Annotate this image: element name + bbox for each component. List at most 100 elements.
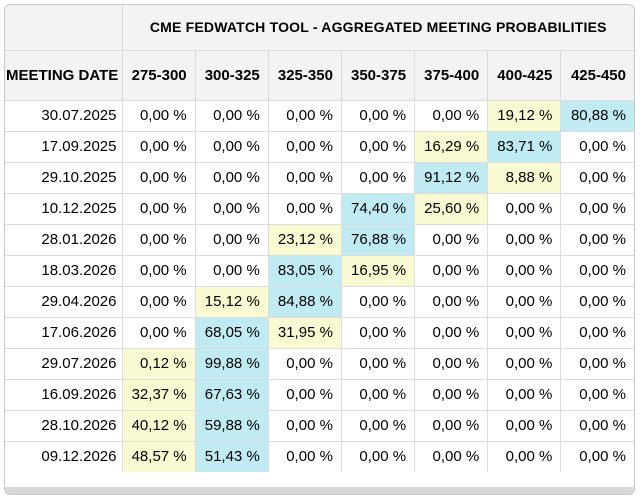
probability-cell: 51,43 %: [194, 440, 269, 473]
probability-cell: 0,00 %: [560, 316, 634, 349]
probability-cell: 0,00 %: [194, 254, 269, 287]
rate-range-column-header: 375-400: [414, 49, 489, 101]
probability-cell: 0,00 %: [267, 409, 342, 442]
table-row: 17.09.2025 0,00 % 0,00 % 0,00 % 0,00 % 16,29 …: [5, 130, 634, 163]
probability-cell: 32,37 %: [121, 378, 196, 411]
probability-cell: 0,00 %: [121, 316, 196, 349]
probability-cell: 0,00 %: [560, 378, 634, 411]
probability-cell: 0,00 %: [340, 130, 416, 163]
horizontal-scrollbar[interactable]: [5, 487, 634, 494]
probability-cell: 0,00 %: [414, 254, 489, 287]
probability-cell: 0,00 %: [340, 347, 416, 380]
table-row: 09.12.2026 48,57 % 51,43 % 0,00 % 0,00 % 0,00…: [5, 440, 634, 473]
probability-cell: 99,88 %: [194, 347, 269, 380]
probability-cell: 67,63 %: [194, 378, 269, 411]
probability-cell: 0,00 %: [194, 161, 269, 194]
probability-cell: 0,00 %: [414, 378, 489, 411]
probability-cell: 0,00 %: [267, 378, 342, 411]
rate-range-column-header: 275-300: [121, 49, 196, 101]
probability-cell: 0,00 %: [560, 254, 634, 287]
probability-cell: 48,57 %: [121, 440, 196, 473]
probability-cell: 0,00 %: [560, 440, 634, 473]
probability-cell: 0,00 %: [487, 316, 562, 349]
probability-cell: 80,88 %: [560, 99, 634, 132]
table-row: 28.01.2026 0,00 % 0,00 % 23,12 % 76,88 % 0,00…: [5, 223, 634, 256]
probability-cell: 0,00 %: [560, 161, 634, 194]
probability-cell: 0,00 %: [267, 440, 342, 473]
probability-cell: 0,00 %: [487, 347, 562, 380]
meeting-date-cell: 28.10.2026: [5, 409, 123, 442]
probability-cell: 0,00 %: [414, 347, 489, 380]
table-row: 28.10.2026 40,12 % 59,88 % 0,00 % 0,00 % 0,00…: [5, 409, 634, 442]
probability-cell: 15,12 %: [194, 285, 269, 318]
probability-cell: 74,40 %: [340, 192, 416, 225]
probability-cell: 83,71 %: [487, 130, 562, 163]
probability-cell: 0,00 %: [340, 99, 416, 132]
probability-cell: 0,00 %: [560, 347, 634, 380]
probability-cell: 0,00 %: [560, 192, 634, 225]
table-row: 29.10.2025 0,00 % 0,00 % 0,00 % 0,00 % 91,12 …: [5, 161, 634, 194]
meeting-date-cell: 29.10.2025: [5, 161, 123, 194]
rate-range-column-header: 300-325: [194, 49, 269, 101]
probability-cell: 0,00 %: [340, 285, 416, 318]
meeting-date-cell: 09.12.2026: [5, 440, 123, 473]
probability-cell: 0,00 %: [194, 99, 269, 132]
probability-cell: 0,00 %: [121, 254, 196, 287]
table-title: CME FEDWATCH TOOL - AGGREGATED MEETING P…: [121, 5, 634, 51]
probability-cell: 0,00 %: [487, 409, 562, 442]
probability-cell: 0,00 %: [121, 161, 196, 194]
probability-cell: 0,00 %: [414, 409, 489, 442]
meeting-date-column-header: MEETING DATE: [5, 49, 123, 101]
rate-range-column-header: 350-375: [340, 49, 416, 101]
corner-cell: [5, 5, 123, 51]
probability-cell: 76,88 %: [340, 223, 416, 256]
probability-cell: 0,00 %: [487, 285, 562, 318]
column-header-row: MEETING DATE 275-300 300-325 325-350 350-37…: [5, 49, 634, 101]
probability-cell: 16,29 %: [414, 130, 489, 163]
meeting-date-cell: 29.04.2026: [5, 285, 123, 318]
probability-cell: 0,00 %: [487, 192, 562, 225]
probability-cell: 31,95 %: [267, 316, 342, 349]
probability-cell: 0,00 %: [487, 440, 562, 473]
probability-cell: 16,95 %: [340, 254, 416, 287]
probability-cell: 0,00 %: [560, 223, 634, 256]
probability-cell: 0,00 %: [487, 378, 562, 411]
probability-cell: 0,00 %: [414, 316, 489, 349]
table-row: 10.12.2025 0,00 % 0,00 % 0,00 % 74,40 % 25,60…: [5, 192, 634, 225]
meeting-date-cell: 16.09.2026: [5, 378, 123, 411]
table-row: 29.07.2026 0,12 % 99,88 % 0,00 % 0,00 % 0,00 …: [5, 347, 634, 380]
probability-cell: 0,00 %: [194, 192, 269, 225]
probability-cell: 0,00 %: [267, 130, 342, 163]
meeting-date-cell: 17.06.2026: [5, 316, 123, 349]
probability-cell: 0,00 %: [414, 99, 489, 132]
probability-cell: 40,12 %: [121, 409, 196, 442]
probability-cell: 0,00 %: [267, 99, 342, 132]
rate-range-column-header: 400-425: [487, 49, 562, 101]
meeting-date-cell: 10.12.2025: [5, 192, 123, 225]
probability-cell: 25,60 %: [414, 192, 489, 225]
fedwatch-probabilities-table: CME FEDWATCH TOOL - AGGREGATED MEETING P…: [5, 5, 634, 473]
probability-cell: 0,00 %: [340, 161, 416, 194]
meeting-date-cell: 28.01.2026: [5, 223, 123, 256]
probability-cell: 0,00 %: [194, 223, 269, 256]
probability-cell: 0,00 %: [121, 99, 196, 132]
probability-cell: 0,12 %: [121, 347, 196, 380]
probability-cell: 0,00 %: [560, 285, 634, 318]
probability-cell: 0,00 %: [340, 316, 416, 349]
probability-cell: 84,88 %: [267, 285, 342, 318]
probability-cell: 0,00 %: [121, 130, 196, 163]
probability-cell: 19,12 %: [487, 99, 562, 132]
probability-cell: 0,00 %: [267, 347, 342, 380]
probability-cell: 0,00 %: [267, 192, 342, 225]
table-row: 29.04.2026 0,00 % 15,12 % 84,88 % 0,00 % 0,00…: [5, 285, 634, 318]
probability-cell: 0,00 %: [560, 409, 634, 442]
rate-range-column-header: 325-350: [267, 49, 342, 101]
probability-cell: 0,00 %: [487, 223, 562, 256]
probability-cell: 0,00 %: [340, 378, 416, 411]
meeting-date-cell: 30.07.2025: [5, 99, 123, 132]
probability-cell: 0,00 %: [194, 130, 269, 163]
probability-cell: 0,00 %: [121, 192, 196, 225]
table-row: 17.06.2026 0,00 % 68,05 % 31,95 % 0,00 % 0,00…: [5, 316, 634, 349]
meeting-date-cell: 17.09.2025: [5, 130, 123, 163]
title-row: CME FEDWATCH TOOL - AGGREGATED MEETING P…: [5, 5, 634, 51]
